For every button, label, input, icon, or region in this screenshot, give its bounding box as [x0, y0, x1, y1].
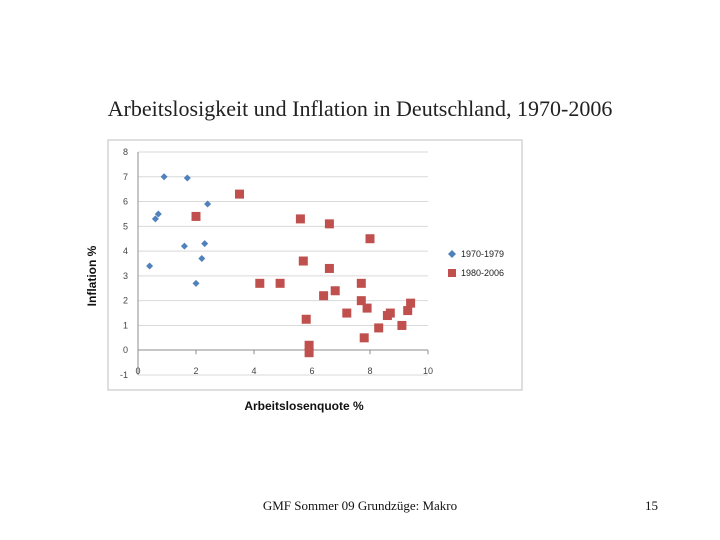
data-point-1980-2006: [403, 306, 413, 316]
data-point-1980-2006: [406, 298, 416, 308]
data-point-1970-1979: [204, 200, 212, 208]
data-point-1970-1979: [198, 255, 206, 263]
legend-label-1970-1979: 1970-1979: [461, 249, 504, 259]
y-tick-label: 7: [123, 172, 128, 182]
data-point-1980-2006: [298, 256, 308, 266]
data-point-1980-2006: [385, 308, 395, 318]
legend-marker-1970-1979: [448, 250, 456, 258]
y-tick-label: 2: [123, 296, 128, 306]
x-axis-title: Arbeitslosenquote %: [244, 399, 364, 413]
data-point-1980-2006: [330, 286, 340, 296]
data-point-1970-1979: [154, 210, 162, 218]
data-point-1970-1979: [180, 242, 188, 250]
slide-title: Arbeitslosigkeit und Inflation in Deutsc…: [107, 96, 613, 121]
y-tick-label: -1: [120, 370, 128, 380]
y-tick-label: 8: [123, 147, 128, 157]
data-point-1980-2006: [374, 323, 384, 333]
y-tick-label: 5: [123, 221, 128, 231]
y-tick-label: 6: [123, 197, 128, 207]
chart-frame: [107, 139, 523, 391]
tick-labels: -1 0 1 2 3 4 5 6 7 8 0 2 4 6 8 10: [120, 147, 433, 380]
data-point-1980-2006: [301, 314, 311, 324]
data-point-1980-2006: [255, 278, 265, 288]
x-tick-label: 6: [309, 366, 314, 376]
data-point-1980-2006: [304, 348, 314, 358]
data-point-1980-2006: [324, 263, 334, 273]
data-point-1970-1979: [160, 173, 168, 181]
data-point-1980-2006: [397, 320, 407, 330]
legend-label-1980-2006: 1980-2006: [461, 268, 504, 278]
y-tick-label: 4: [123, 246, 128, 256]
y-axis-title: Inflation %: [85, 245, 99, 306]
data-point-1980-2006: [359, 333, 369, 343]
data-point-1970-1979: [183, 174, 191, 182]
x-tick-label: 4: [251, 366, 256, 376]
x-tick-label: 2: [193, 366, 198, 376]
data-point-1980-2006: [356, 278, 366, 288]
y-tick-label: 3: [123, 271, 128, 281]
data-point-1970-1979: [146, 262, 154, 270]
page-number: 15: [645, 498, 658, 513]
data-point-1970-1979: [151, 215, 159, 223]
y-tick-label: 1: [123, 320, 128, 330]
data-point-1980-2006: [319, 291, 329, 301]
x-tick-label: 0: [135, 366, 140, 376]
legend-marker-1980-2006: [448, 269, 456, 277]
data-point-1980-2006: [365, 234, 375, 244]
data-point-1980-2006: [342, 308, 352, 318]
footer-text: GMF Sommer 09 Grundzüge: Makro: [262, 498, 458, 513]
data-points: [146, 173, 416, 358]
x-tick-label: 8: [367, 366, 372, 376]
y-tick-label: 0: [123, 345, 128, 355]
legend: 1970-1979 1980-2006: [448, 249, 504, 278]
data-point-1980-2006: [275, 278, 285, 288]
data-point-1970-1979: [192, 279, 200, 287]
data-point-1980-2006: [324, 219, 334, 229]
data-point-1980-2006: [304, 340, 314, 350]
data-point-1980-2006: [191, 211, 201, 221]
data-point-1980-2006: [356, 296, 366, 306]
data-point-1980-2006: [295, 214, 305, 224]
data-point-1980-2006: [362, 303, 372, 313]
data-point-1970-1979: [201, 240, 209, 248]
x-tick-label: 10: [423, 366, 433, 376]
data-point-1980-2006: [235, 189, 244, 199]
